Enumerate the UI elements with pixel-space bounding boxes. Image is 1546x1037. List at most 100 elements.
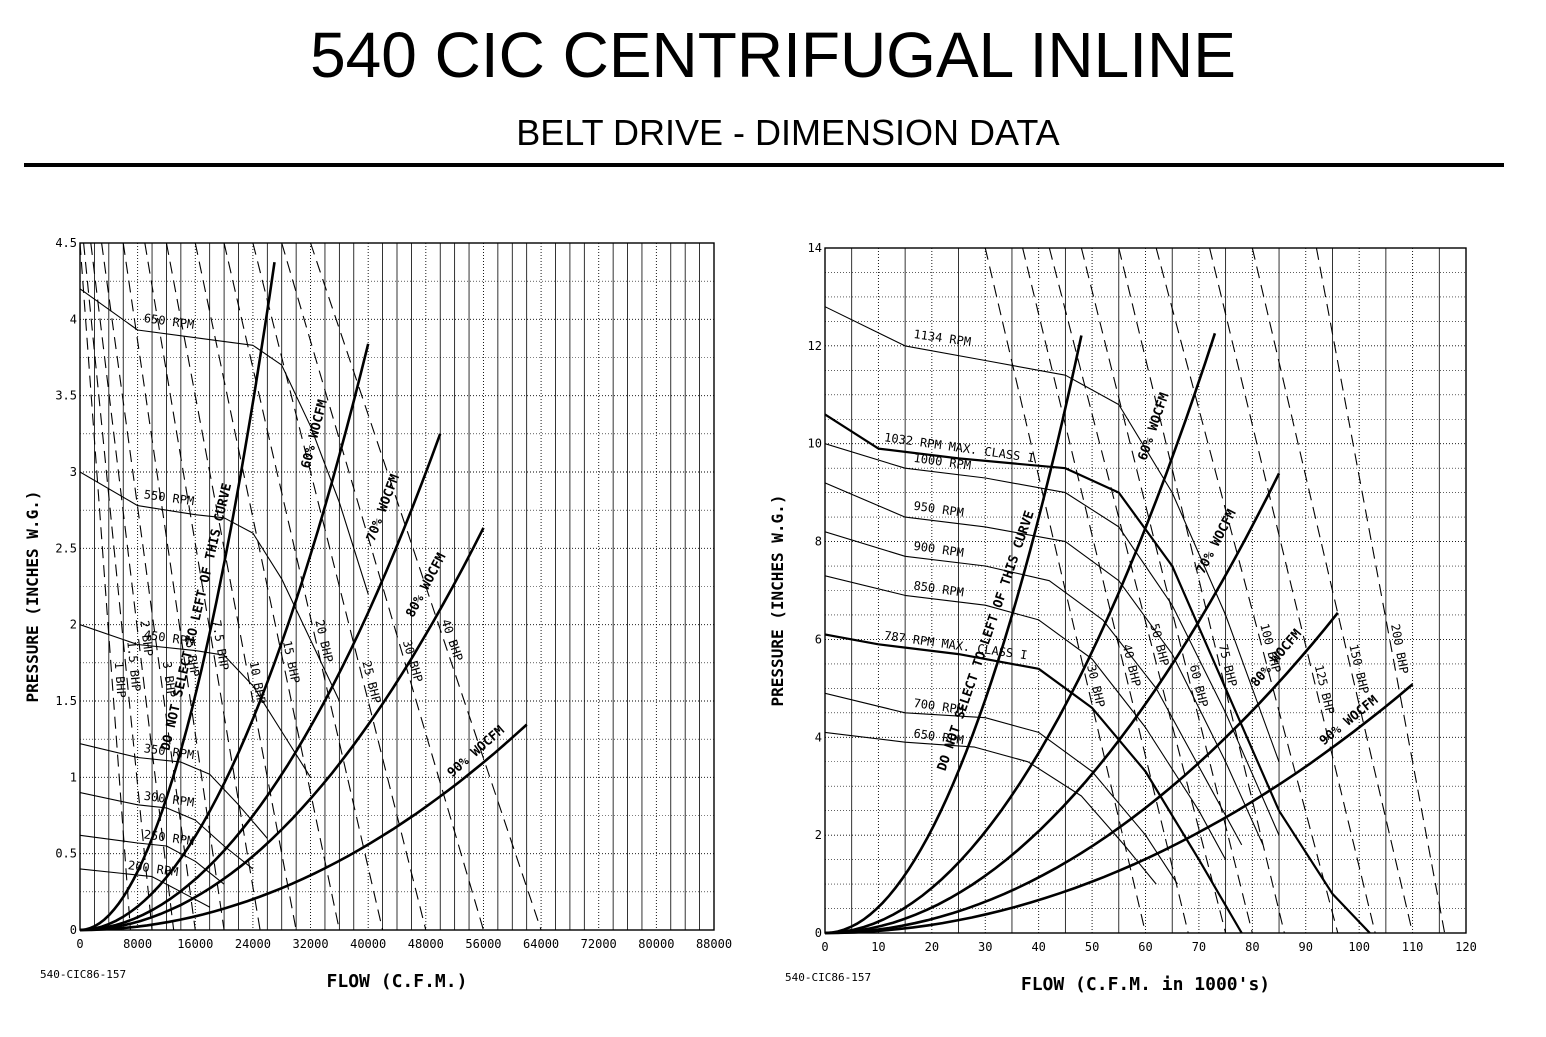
bhp-line — [1209, 248, 1376, 933]
x-tick-label: 0 — [76, 937, 83, 951]
y-tick-label: 10 — [808, 437, 822, 451]
x-tick-label: 48000 — [408, 937, 444, 951]
wocfm-curve — [79, 343, 370, 932]
x-tick-label: 72000 — [581, 937, 617, 951]
page-title: 540 CIC CENTRIFUGAL INLINE — [310, 19, 1236, 91]
y-tick-label: 2 — [70, 618, 77, 632]
rpm-curve — [825, 633, 1243, 933]
x-tick-label: 80000 — [638, 937, 674, 951]
wocfm-curve — [79, 527, 485, 932]
y-tick-label: 4.5 — [55, 236, 77, 250]
rpm-label: 700 RPM — [913, 696, 965, 717]
wocfm-curve — [824, 332, 1217, 935]
bhp-label: 60 BHP — [1187, 663, 1211, 708]
bhp-line — [1155, 248, 1339, 933]
rpm-curve — [825, 575, 1227, 860]
x-tick-label: 40000 — [350, 937, 386, 951]
y-tick-label: 6 — [815, 632, 822, 646]
bhp-label: 30 BHP — [400, 638, 426, 684]
bhp-line — [101, 243, 196, 930]
bhp-line — [194, 243, 340, 930]
rpm-curve — [825, 731, 1157, 885]
y-tick-label: 2 — [815, 828, 822, 842]
bhp-line — [80, 243, 131, 930]
rpm-label: 300 RPM — [143, 789, 195, 810]
bhp-line — [984, 248, 1147, 933]
rpm-curve — [825, 306, 1280, 762]
y-tick-label: 0.5 — [55, 847, 77, 861]
x-tick-label: 32000 — [292, 937, 328, 951]
y-tick-label: 1.5 — [55, 694, 77, 708]
y-tick-label: 4 — [815, 730, 822, 744]
x-tick-label: 64000 — [523, 937, 559, 951]
x-tick-label: 80 — [1245, 940, 1259, 954]
rpm-label: 450 RPM — [143, 628, 195, 649]
y-tick-label: 3 — [70, 465, 77, 479]
rpm-label: 850 RPM — [913, 579, 965, 600]
y-axis-label: PRESSURE (INCHES W.G.) — [23, 491, 42, 703]
header-rule — [24, 163, 1504, 167]
wocfm-curve — [824, 472, 1281, 935]
y-tick-label: 4 — [70, 312, 77, 326]
rpm-label: 650 RPM — [913, 726, 965, 747]
rpm-curve — [825, 531, 1243, 846]
y-tick-label: 0 — [70, 923, 77, 937]
x-tick-label: 8000 — [123, 937, 152, 951]
x-tick-label: 30 — [978, 940, 992, 954]
rpm-curve — [80, 624, 311, 778]
select-limit-curve — [824, 335, 1083, 935]
select-limit-curve — [79, 262, 276, 932]
y-tick-label: 1 — [70, 770, 77, 784]
rpm-label: 550 RPM — [143, 487, 195, 508]
bhp-line — [144, 243, 261, 930]
rpm-curve — [80, 743, 268, 839]
bhp-label: 40 BHP — [439, 617, 466, 663]
x-tick-label: 120 — [1455, 940, 1477, 954]
x-tick-label: 90 — [1299, 940, 1313, 954]
x-axis-label: FLOW (C.F.M. in 1000's) — [1021, 974, 1270, 995]
bhp-line — [252, 243, 427, 930]
rpm-curve — [80, 792, 254, 870]
rpm-curve — [80, 868, 210, 908]
y-tick-label: 8 — [815, 535, 822, 549]
page-subtitle: BELT DRIVE - DIMENSION DATA — [516, 112, 1060, 153]
chart-code: 540-CIC86-157 — [785, 971, 871, 984]
bhp-label: 125 BHP — [1312, 663, 1338, 715]
rpm-label: 950 RPM — [913, 499, 965, 520]
bhp-line — [281, 243, 484, 930]
bhp-label: 1 BHP — [112, 661, 129, 698]
bhp-label: 3 BHP — [160, 661, 179, 699]
x-tick-label: 60 — [1138, 940, 1152, 954]
bhp-label: 30 BHP — [1084, 663, 1108, 708]
y-tick-label: 2.5 — [55, 541, 77, 555]
wocfm-label: 80% WOCFM — [403, 551, 449, 620]
bhp-label: 5 BHP — [183, 640, 202, 678]
bhp-line — [1118, 248, 1285, 933]
y-tick-label: 12 — [808, 339, 822, 353]
chart-2: 0 10 20 30 40 50 60 70 80 90 100 110 120 0 2 4 6 8 10 12 14 F… — [768, 241, 1477, 995]
rpm-curve — [825, 692, 1178, 885]
y-axis-label: PRESSURE (INCHES W.G.) — [768, 495, 787, 707]
chart-code: 540-CIC86-157 — [40, 968, 126, 981]
x-tick-label: 40 — [1031, 940, 1045, 954]
x-axis-label: FLOW (C.F.M.) — [327, 971, 468, 992]
x-tick-label: 50 — [1085, 940, 1099, 954]
wocfm-curve — [79, 723, 528, 932]
x-tick-label: 88000 — [696, 937, 732, 951]
bhp-label: 25 BHP — [359, 659, 383, 704]
rpm-curve — [80, 288, 369, 595]
bhp-line — [1080, 248, 1253, 933]
plot-frame — [79, 242, 715, 931]
x-tick-label: 20 — [925, 940, 939, 954]
rpm-curve — [80, 471, 340, 702]
x-tick-label: 110 — [1402, 940, 1424, 954]
x-tick-label: 70 — [1192, 940, 1206, 954]
rpm-curve — [825, 443, 1280, 836]
y-tick-label: 14 — [808, 241, 822, 255]
y-tick-label: 3.5 — [55, 389, 77, 403]
bhp-line — [165, 243, 297, 930]
wocfm-curve — [79, 433, 442, 932]
bhp-line — [223, 243, 384, 930]
rpm-label: 900 RPM — [913, 539, 965, 560]
rpm-label: 250 RPM — [143, 827, 195, 848]
